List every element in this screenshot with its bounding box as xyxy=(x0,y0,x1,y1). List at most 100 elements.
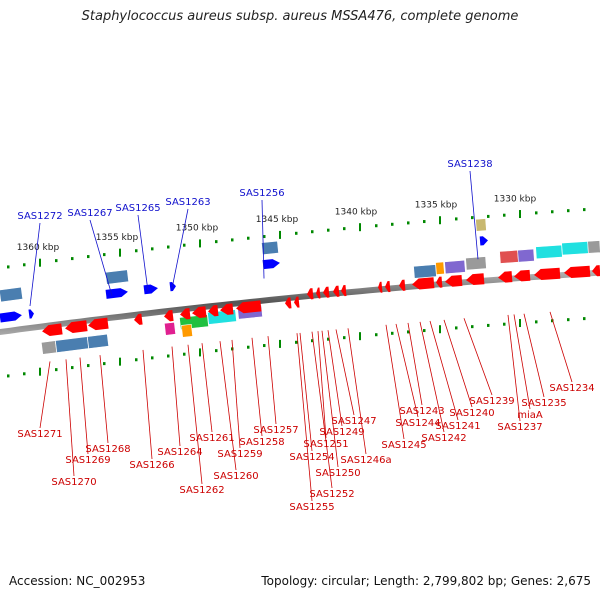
inner-tick xyxy=(231,347,234,351)
cds-box xyxy=(465,256,487,271)
cds-box xyxy=(444,259,466,275)
cds-box xyxy=(535,244,563,260)
genome-summary-text: Topology: circular; Length: 2,799,802 bp… xyxy=(261,574,591,588)
reverse-gene-label: SAS1269 xyxy=(65,455,110,466)
outer-tick xyxy=(359,223,361,232)
forward-gene-label: SAS1272 xyxy=(17,211,62,222)
accession-text: Accession: NC_002953 xyxy=(9,574,146,588)
outer-tick xyxy=(503,213,506,217)
reverse-leader-line xyxy=(395,323,419,418)
reverse-leader-line xyxy=(267,336,277,425)
forward-gene-arrow xyxy=(262,259,280,270)
genome-backbone xyxy=(0,269,600,335)
reverse-leader-line xyxy=(39,361,51,429)
scale-label: 1355 kbp xyxy=(96,233,139,243)
reverse-gene-label: SAS1241 xyxy=(435,421,480,432)
reverse-leader-line xyxy=(79,357,89,455)
inner-tick xyxy=(71,366,74,370)
reverse-gene-label: SAS1260 xyxy=(213,471,258,482)
reverse-gene-arrow xyxy=(180,308,191,320)
outer-tick xyxy=(199,239,201,248)
reverse-gene-label: SAS1235 xyxy=(521,398,566,409)
reverse-gene-label: SAS1242 xyxy=(421,433,466,444)
outer-tick xyxy=(375,224,378,228)
outer-tick xyxy=(455,217,458,221)
reverse-leader-line xyxy=(65,359,75,477)
forward-gene-label: SAS1267 xyxy=(67,208,112,219)
reverse-gene-label: SAS1254 xyxy=(289,452,334,463)
reverse-gene-arrow xyxy=(399,279,406,291)
inner-tick xyxy=(535,320,538,324)
cds-box xyxy=(55,336,89,353)
reverse-leader-line xyxy=(317,331,327,439)
outer-tick xyxy=(583,208,586,212)
reverse-gene-label: SAS1247 xyxy=(331,416,376,427)
reverse-leader-line xyxy=(187,344,203,485)
scale-label: 1330 kbp xyxy=(494,194,537,204)
outer-tick xyxy=(167,245,170,249)
outer-tick xyxy=(295,231,298,235)
forward-gene-arrow xyxy=(479,236,488,246)
reverse-gene-arrow xyxy=(412,277,435,290)
reverse-gene-arrow xyxy=(323,286,330,298)
inner-tick xyxy=(583,317,586,321)
outer-tick xyxy=(423,220,426,224)
reverse-gene-label: SAS1264 xyxy=(157,447,202,458)
reverse-leader-line xyxy=(385,324,405,440)
cds-box xyxy=(164,321,176,336)
outer-tick xyxy=(7,265,10,269)
reverse-gene-label: SAS1250 xyxy=(315,468,360,479)
inner-tick xyxy=(375,333,378,337)
scale-label: 1360 kbp xyxy=(17,243,60,253)
outer-tick xyxy=(231,238,234,242)
scale-label: 1350 kbp xyxy=(176,224,219,234)
outer-tick xyxy=(183,243,186,247)
cds-box xyxy=(0,286,24,303)
inner-tick xyxy=(167,354,170,358)
reverse-leader-line xyxy=(327,330,343,427)
reverse-gene-arrow xyxy=(341,284,347,297)
outer-tick xyxy=(551,210,554,214)
inner-tick xyxy=(135,358,138,362)
reverse-gene-label: SAS1271 xyxy=(17,429,62,440)
reverse-leader-line xyxy=(201,343,213,433)
outer-tick xyxy=(23,263,26,267)
reverse-gene-arrow xyxy=(534,267,561,281)
reverse-gene-label: SAS1261 xyxy=(189,433,234,444)
reverse-gene-arrow xyxy=(385,280,391,293)
outer-tick xyxy=(215,240,218,244)
inner-tick xyxy=(199,348,201,357)
forward-gene-arrow xyxy=(143,284,158,295)
reverse-gene-label: SAS1257 xyxy=(253,425,298,436)
inner-tick xyxy=(343,336,346,340)
scale-label: 1335 kbp xyxy=(415,201,458,211)
outer-tick xyxy=(87,255,90,259)
forward-gene-label: SAS1265 xyxy=(115,203,160,214)
outer-tick xyxy=(343,227,346,231)
reverse-leader-line xyxy=(251,337,263,437)
outer-tick xyxy=(119,248,121,257)
cds-box xyxy=(413,264,437,279)
inner-tick xyxy=(519,319,521,328)
reverse-leader-line xyxy=(429,320,459,421)
reverse-gene-arrow xyxy=(564,265,591,278)
reverse-leader-line xyxy=(321,330,339,468)
inner-tick xyxy=(119,357,121,366)
reverse-leader-line xyxy=(443,319,473,408)
inner-tick xyxy=(423,329,426,333)
inner-tick xyxy=(551,319,554,323)
outer-tick xyxy=(519,210,521,219)
outer-tick xyxy=(535,211,538,215)
forward-gene-label: SAS1238 xyxy=(447,159,492,170)
outer-tick xyxy=(55,259,58,263)
inner-tick xyxy=(55,368,58,372)
outer-tick xyxy=(71,257,74,261)
reverse-gene-label: SAS1239 xyxy=(469,396,514,407)
outer-tick xyxy=(471,216,474,220)
inner-tick xyxy=(151,356,154,360)
inner-tick xyxy=(391,331,394,335)
reverse-leader-line xyxy=(507,314,521,422)
inner-tick xyxy=(295,340,298,344)
reverse-gene-arrow xyxy=(466,273,485,286)
